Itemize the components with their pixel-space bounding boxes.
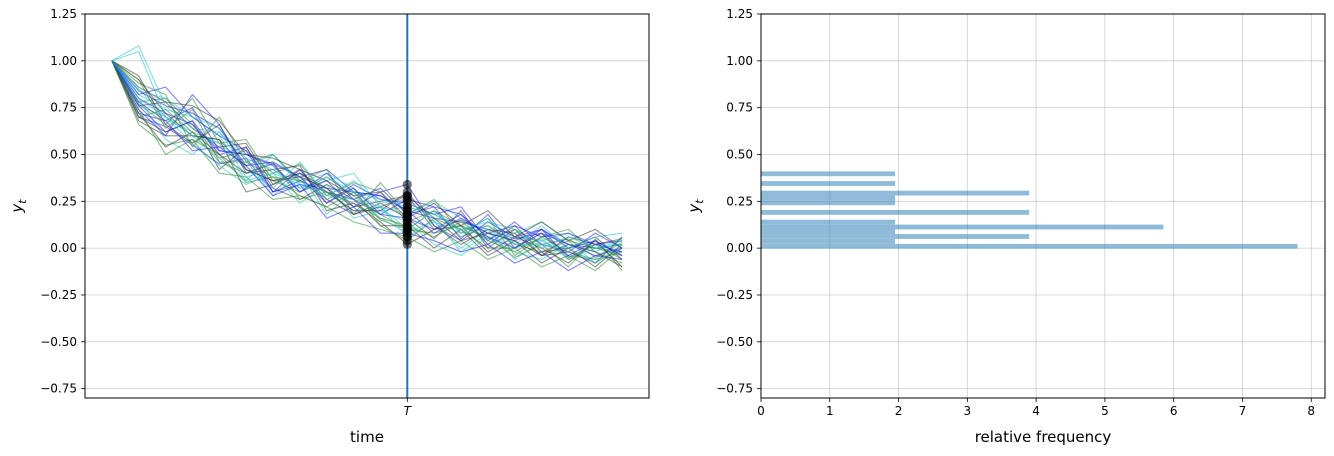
left-y-ticks: −0.75 −0.50 −0.25 0.00 0.25 0.50 0.75 1.00 1.25	[40, 7, 85, 396]
series-line	[111, 60, 623, 249]
series-line	[111, 60, 623, 257]
series-line	[111, 60, 623, 259]
right-x-tick-label: 5	[1101, 404, 1109, 418]
right-y-tick-label: 0.50	[726, 147, 753, 161]
histogram-bar	[761, 195, 896, 201]
histogram-bar	[761, 219, 896, 225]
histogram-bar	[761, 243, 1298, 249]
left-y-tick-label: 0.25	[50, 194, 77, 208]
right-y-ticks: −0.75 −0.50 −0.25 0.00 0.25 0.50 0.75 1.00 1.25	[716, 7, 761, 396]
histogram-bar	[761, 234, 1030, 239]
series-line	[111, 60, 623, 259]
right-axes-frame	[760, 13, 1326, 399]
histogram-bars	[761, 171, 1298, 249]
right-chart-panel: −0.75−0.50−0.250.000.250.500.751.001.25 …	[685, 7, 1326, 446]
left-x-axis-label: time	[350, 428, 384, 446]
series-line	[111, 60, 623, 257]
right-y-tick-label: 0.00	[726, 241, 753, 255]
series-line	[111, 60, 623, 260]
left-y-axis-label: yt	[8, 199, 29, 214]
series-line	[111, 60, 623, 257]
left-y-tick-label: 0.00	[50, 241, 77, 255]
series-line	[111, 60, 623, 253]
series-line	[111, 60, 623, 249]
series-line	[111, 60, 623, 253]
histogram-bar	[761, 190, 1030, 196]
series-line	[111, 60, 623, 253]
histogram-bar	[761, 171, 896, 177]
terminal-point	[402, 179, 412, 190]
x-tick-label-T: T	[404, 404, 413, 418]
histogram-bar	[761, 210, 1030, 215]
left-y-tick-label: 1.00	[50, 54, 77, 68]
right-y-tick-label: 0.75	[726, 101, 753, 115]
left-axes-frame	[84, 13, 650, 399]
right-x-tick-label: 4	[1032, 404, 1040, 418]
right-y-tick-label: 1.00	[726, 54, 753, 68]
right-y-tick-label: −0.75	[716, 382, 753, 396]
right-x-tick-label: 8	[1307, 404, 1315, 418]
right-x-tick-label: 7	[1239, 404, 1247, 418]
left-series-lines	[111, 45, 623, 272]
left-y-tick-label: −0.75	[40, 382, 77, 396]
right-x-axis-label: relative frequency	[975, 428, 1112, 446]
right-y-tick-label: −0.25	[716, 288, 753, 302]
right-y-tick-label: 1.25	[726, 7, 753, 21]
right-x-ticks: 0 1 2 3 4 5 6 7 8	[757, 398, 1315, 418]
series-line	[111, 50, 623, 261]
left-chart-panel: −0.75−0.50−0.250.000.250.500.751.001.25 …	[8, 7, 650, 446]
left-y-tick-label: 0.50	[50, 147, 77, 161]
terminal-point	[402, 191, 412, 201]
series-line	[111, 60, 623, 257]
left-y-tick-label: −0.25	[40, 288, 77, 302]
right-x-tick-label: 6	[1170, 404, 1178, 418]
left-y-tick-label: 0.75	[50, 101, 77, 115]
histogram-bar	[761, 239, 896, 244]
series-line	[111, 60, 623, 257]
right-x-tick-label: 1	[826, 404, 834, 418]
histogram-bar	[761, 229, 896, 235]
terminal-point	[402, 224, 412, 235]
terminal-point	[402, 202, 412, 212]
left-y-tick-label: −0.50	[40, 335, 77, 349]
left-y-tick-label: 1.25	[50, 7, 77, 21]
series-line	[111, 60, 623, 268]
right-grid	[760, 13, 1325, 398]
terminal-point	[402, 213, 412, 223]
histogram-bar	[761, 224, 1164, 230]
series-line	[111, 60, 623, 268]
right-y-tick-label: 0.25	[726, 194, 753, 208]
series-line	[111, 60, 623, 272]
terminal-points	[402, 179, 412, 249]
left-x-ticks: T	[404, 398, 413, 418]
right-x-tick-label: 2	[895, 404, 903, 418]
series-line	[111, 60, 623, 272]
right-y-axis-label: yt	[685, 199, 706, 214]
histogram-bar	[761, 181, 896, 186]
histogram-bar	[761, 200, 896, 206]
right-x-tick-label: 3	[964, 404, 972, 418]
series-line	[111, 45, 623, 249]
right-x-tick-label: 0	[757, 404, 765, 418]
right-y-tick-label: −0.50	[716, 335, 753, 349]
series-line	[111, 60, 623, 264]
